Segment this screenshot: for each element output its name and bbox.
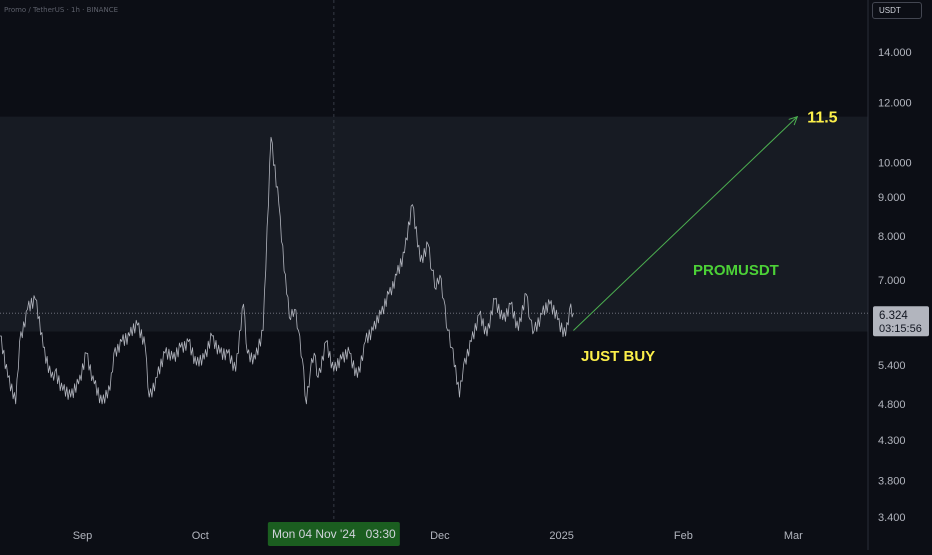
call-annotation: JUST BUY (581, 348, 655, 365)
y-tick-label: 8.000 (878, 231, 906, 243)
symbol-header: Promo / TetherUS · 1h · BINANCE (4, 6, 119, 14)
x-tick-label: Feb (674, 530, 693, 542)
y-tick-label: 4.300 (878, 435, 906, 447)
last-price-badge (873, 306, 929, 337)
y-tick-label: 3.400 (878, 512, 906, 524)
target-arrow-group (573, 115, 799, 331)
y-tick-label: 10.000 (878, 158, 912, 170)
y-tick-label: 5.400 (878, 360, 906, 372)
x-tick-label: 2025 (549, 530, 573, 542)
x-tick-label: Mar (784, 530, 803, 542)
y-tick-label: 4.800 (878, 399, 906, 411)
y-tick-label: 12.000 (878, 98, 912, 110)
target-zone (0, 116, 868, 332)
price-line (0, 136, 574, 405)
y-tick-label: 7.000 (878, 275, 906, 287)
target-arrow-head (788, 115, 799, 126)
x-tick-label: Oct (192, 530, 209, 542)
price-line-group (0, 136, 574, 405)
x-tick-label: Sep (73, 530, 93, 542)
y-tick-label: 9.000 (878, 192, 906, 204)
crosshair-time-label: Mon 04 Nov '24 03:30 (272, 527, 396, 541)
target-price-annotation: 11.5 (807, 110, 837, 127)
target-arrow-line (573, 116, 798, 331)
currency-button[interactable]: USDT (872, 2, 922, 19)
x-tick-label: Dec (430, 530, 450, 542)
last-price-value: 6.324 (879, 310, 908, 322)
bar-countdown: 03:15:56 (879, 323, 922, 335)
pair-annotation: PROMUSDT (693, 262, 779, 279)
crosshair-time-badge (267, 522, 400, 546)
y-tick-label: 14.000 (878, 47, 912, 59)
y-tick-label: 3.800 (878, 476, 906, 488)
